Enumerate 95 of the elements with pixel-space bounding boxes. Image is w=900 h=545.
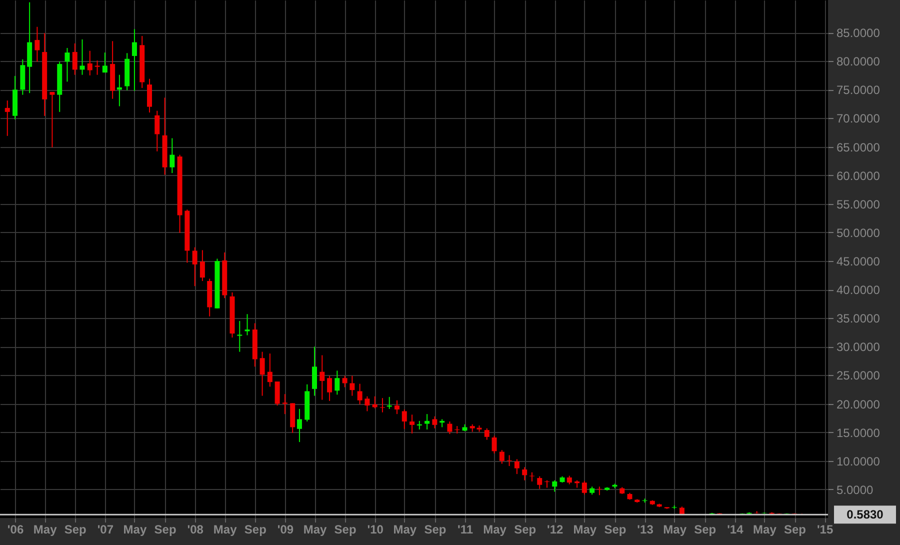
x-tick-label: May [303,522,327,536]
candlestick [552,480,558,492]
x-tick-label: Sep [244,522,266,536]
candlestick [402,408,407,430]
candlestick [357,383,362,405]
x-tick-label: Sep [604,522,626,536]
candlestick [80,38,85,76]
y-tick-label: 65.0000 [836,140,880,154]
candlestick [170,138,175,174]
candlestick [447,420,452,435]
candlestick [260,351,265,396]
y-tick-label: 30.0000 [836,340,880,354]
candlestick [506,454,512,467]
x-tick-label: May [393,522,417,536]
y-tick-label: 80.0000 [836,54,880,69]
candlestick [492,435,497,454]
x-tick-label: Sep [784,522,806,536]
x-tick-label: May [573,522,597,536]
x-tick-label: May [663,522,687,536]
candlestick [200,250,205,282]
candlestick [132,28,137,92]
x-tick-label: May [33,522,58,536]
candlestick [499,450,504,464]
y-tick-label: 35.0000 [836,312,880,326]
x-tick-label: '10 [367,522,384,536]
x-tick-label: May [213,522,238,536]
candlestick [154,110,160,152]
x-tick-label: '14 [727,522,744,536]
x-tick-label: May [753,522,777,536]
candlestick [350,375,355,396]
x-tick-label: May [483,522,507,536]
y-tick-label: 10.0000 [836,454,880,468]
candlestick [432,416,438,429]
x-tick-label: Sep [514,522,536,536]
candlestick [237,320,242,352]
candlestick [102,52,108,74]
x-tick-label: Sep [424,522,446,536]
y-tick-label: 60.0000 [836,168,880,183]
y-tick-label: 45.0000 [836,254,880,268]
y-tick-label: 25.0000 [836,368,880,383]
candlestick [94,60,100,76]
x-tick-label: '08 [187,522,204,536]
candlestick [312,346,317,396]
candlestick [424,414,430,430]
y-tick-label: 5.0000 [836,482,874,497]
x-tick-label: '13 [637,522,654,536]
candlestick [192,246,198,287]
x-tick-label: May [123,522,147,536]
candlestick [342,375,348,388]
candlestick [522,466,528,481]
x-tick-label: '09 [277,522,294,536]
x-tick-label: '06 [7,522,24,536]
candlestick [296,408,302,443]
candlestick [320,354,325,400]
candlestick [72,42,78,76]
candlestick [267,353,272,388]
candlestick [282,394,288,415]
x-tick-label: Sep [154,522,176,536]
candlestick [334,370,340,396]
x-tick-label: '07 [97,522,114,536]
x-tick-label: '15 [816,522,834,536]
y-tick-label: 70.0000 [836,112,880,126]
candlestick [274,381,280,406]
y-tick-label: 15.0000 [836,426,880,440]
y-tick-label: 85.0000 [836,26,880,40]
y-tick-label: 20.0000 [836,397,880,412]
candlestick [514,458,520,475]
candlestick [50,91,55,148]
x-tick-label: '12 [547,522,564,536]
ref-line-label: 0.5830 [846,508,884,522]
candlestick [87,50,92,76]
candlestick [596,486,602,496]
x-tick-label: Sep [334,522,356,536]
candlestick [394,400,400,415]
candlestick [327,375,332,402]
candlestick [454,426,460,434]
y-tick-label: 55.0000 [836,197,880,212]
x-tick-label: Sep [694,522,716,536]
candlestick [146,78,152,114]
candlestick [484,428,490,440]
y-tick-label: 75.0000 [836,83,880,98]
y-tick-label: 50.0000 [836,226,880,240]
candlestick [582,480,587,496]
candlestick [380,398,385,413]
candlestick [537,476,542,490]
y-tick-label: 40.0000 [836,283,880,298]
candlestick [4,100,10,136]
candlestick [410,414,415,434]
candlestick [529,472,534,482]
candlestick [64,47,70,82]
candlestick [34,26,40,62]
x-tick-label: Sep [64,522,86,536]
candlestick [290,402,296,434]
candlestick [364,396,370,412]
x-tick-label: '11 [457,522,474,536]
